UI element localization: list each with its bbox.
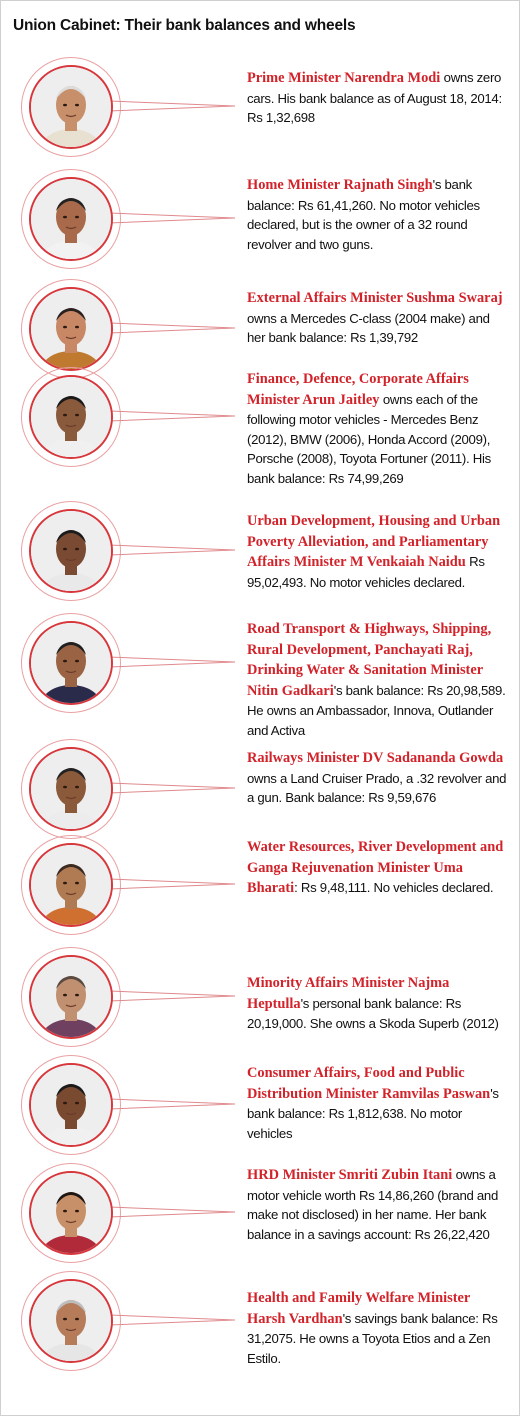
minister-name: HRD Minister Smriti Zubin Itani	[247, 1167, 453, 1183]
minister-name: Urban Development, Housing and Urban Pov…	[247, 513, 501, 570]
minister-details: owns zero cars. His bank balance as of A…	[247, 70, 502, 125]
portrait-narendra-modi	[29, 65, 113, 149]
callout-pointer	[109, 410, 236, 422]
minister-description: Home Minister Rajnath Singh's bank balan…	[247, 175, 509, 254]
callout-ring	[21, 947, 121, 1047]
minister-name: Railways Minister DV Sadananda Gowda	[247, 750, 504, 766]
minister-description: Consumer Affairs, Food and Public Distri…	[247, 1063, 509, 1143]
minister-description: Health and Family Welfare Minister Harsh…	[247, 1288, 509, 1368]
callout-pointer	[109, 1206, 236, 1218]
portrait-uma-bharati	[29, 843, 113, 927]
callout-pointer	[109, 782, 236, 794]
callout-ring	[21, 1271, 121, 1371]
minister-description: Finance, Defence, Corporate Affairs Mini…	[247, 369, 509, 488]
minister-description: Minority Affairs Minister Najma Heptulla…	[247, 973, 509, 1034]
minister-name: Minority Affairs Minister Najma Heptulla	[247, 975, 450, 1012]
minister-name: Consumer Affairs, Food and Public Distri…	[247, 1065, 491, 1102]
callout-pointer	[109, 656, 236, 668]
portrait-sadananda-gowda	[29, 747, 113, 831]
portrait-najma-heptulla	[29, 955, 113, 1039]
minister-details: owns a Land Cruiser Prado, a .32 revolve…	[247, 770, 507, 806]
callout-pointer	[109, 1314, 236, 1326]
page-title: Union Cabinet: Their bank balances and w…	[13, 17, 356, 34]
callout-ring	[21, 169, 121, 269]
portrait-rajnath-singh	[29, 177, 113, 261]
minister-details: 's personal bank balance: Rs 20,19,000. …	[247, 995, 499, 1032]
portrait-smriti-irani	[29, 1171, 113, 1255]
minister-details: 's bank balance: Rs 20,98,589. He owns a…	[247, 682, 506, 738]
callout-pointer	[109, 544, 236, 556]
minister-details: owns each of the following motor vehicle…	[247, 391, 491, 486]
minister-details: 's bank balance: Rs 61,41,260. No motor …	[247, 177, 480, 252]
callout-ring	[21, 613, 121, 713]
minister-description: Road Transport & Highways, Shipping, Rur…	[247, 619, 509, 740]
portrait-sushma-swaraj	[29, 287, 113, 371]
minister-name: Finance, Defence, Corporate Affairs Mini…	[247, 371, 469, 408]
callout-pointer	[109, 100, 236, 112]
callout-ring	[21, 1055, 121, 1155]
callout-ring	[21, 367, 121, 467]
portrait-nitin-gadkari	[29, 621, 113, 705]
portrait-ramvilas-paswan	[29, 1063, 113, 1147]
minister-name: Health and Family Welfare Minister Harsh…	[247, 1290, 471, 1327]
portrait-arun-jaitley	[29, 375, 113, 459]
callout-pointer	[109, 878, 236, 890]
minister-details: Rs 95,02,493. No motor vehicles declared…	[247, 554, 485, 590]
minister-details: owns a motor vehicle worth Rs 14,86,260 …	[247, 1167, 498, 1242]
minister-description: HRD Minister Smriti Zubin Itani owns a m…	[247, 1165, 509, 1244]
minister-details: 's bank balance: Rs 1,812,638. No motor …	[247, 1085, 499, 1141]
minister-name: Home Minister Rajnath Singh	[247, 177, 433, 193]
callout-ring	[21, 57, 121, 157]
minister-name: Water Resources, River Development and G…	[247, 839, 504, 896]
portrait-harsh-vardhan	[29, 1279, 113, 1363]
minister-name: Road Transport & Highways, Shipping, Rur…	[247, 621, 492, 699]
minister-details: : Rs 9,48,111. No vehicles declared.	[294, 880, 494, 895]
minister-details: owns a Mercedes C-class (2004 make) and …	[247, 310, 490, 346]
minister-name: External Affairs Minister Sushma Swaraj	[247, 290, 503, 306]
minister-description: External Affairs Minister Sushma Swaraj …	[247, 288, 509, 348]
minister-description: Railways Minister DV Sadananda Gowda own…	[247, 748, 509, 808]
callout-ring	[21, 835, 121, 935]
minister-name: Prime Minister Narendra Modi	[247, 70, 441, 86]
callout-pointer	[109, 990, 236, 1002]
callout-pointer	[109, 1098, 236, 1110]
portrait-venkaiah-naidu	[29, 509, 113, 593]
minister-description: Urban Development, Housing and Urban Pov…	[247, 511, 509, 592]
callout-ring	[21, 1163, 121, 1263]
callout-ring	[21, 501, 121, 601]
minister-details: 's savings bank balance: Rs 31,2075. He …	[247, 1310, 498, 1366]
callout-pointer	[109, 322, 236, 334]
minister-description: Water Resources, River Development and G…	[247, 837, 509, 899]
callout-pointer	[109, 212, 236, 224]
minister-description: Prime Minister Narendra Modi owns zero c…	[247, 68, 509, 128]
